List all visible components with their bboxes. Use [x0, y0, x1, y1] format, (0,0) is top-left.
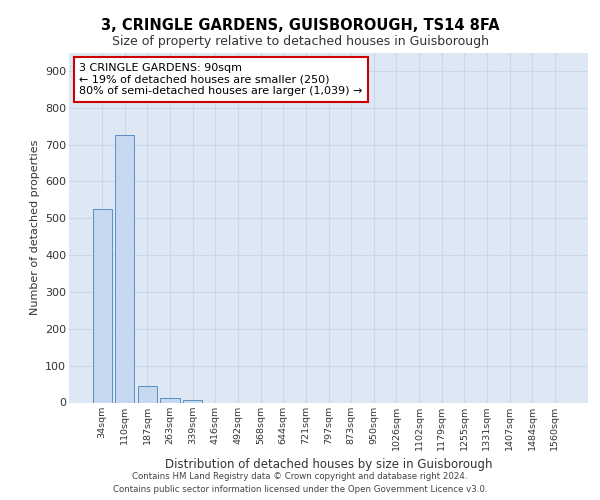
Bar [138, 386, 157, 402]
Y-axis label: Number of detached properties: Number of detached properties [29, 140, 40, 315]
Bar [160, 398, 180, 402]
Bar [92, 209, 112, 402]
Bar [115, 134, 134, 402]
Bar [183, 400, 202, 402]
Text: 3 CRINGLE GARDENS: 90sqm
← 19% of detached houses are smaller (250)
80% of semi-: 3 CRINGLE GARDENS: 90sqm ← 19% of detach… [79, 63, 363, 96]
X-axis label: Distribution of detached houses by size in Guisborough: Distribution of detached houses by size … [165, 458, 492, 471]
Text: 3, CRINGLE GARDENS, GUISBOROUGH, TS14 8FA: 3, CRINGLE GARDENS, GUISBOROUGH, TS14 8F… [101, 18, 499, 32]
Text: Contains HM Land Registry data © Crown copyright and database right 2024.
Contai: Contains HM Land Registry data © Crown c… [113, 472, 487, 494]
Text: Size of property relative to detached houses in Guisborough: Size of property relative to detached ho… [112, 35, 488, 48]
